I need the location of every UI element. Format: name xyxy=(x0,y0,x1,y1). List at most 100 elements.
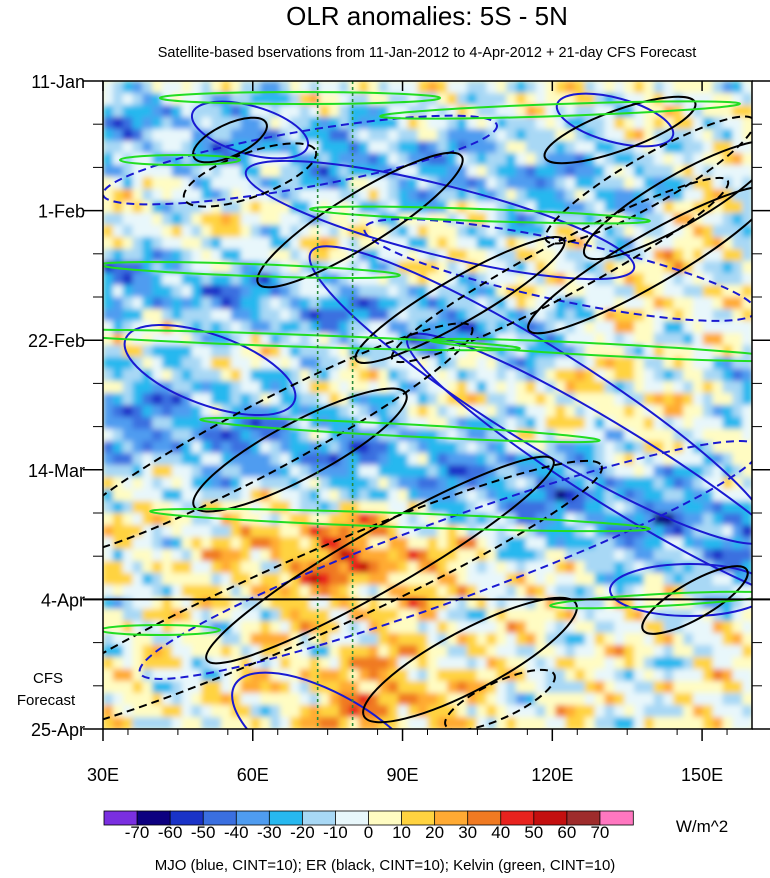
field-cell xyxy=(516,717,527,729)
field-cell xyxy=(348,645,360,658)
field-cell xyxy=(653,369,665,382)
field-cell xyxy=(289,357,301,370)
field-cell xyxy=(732,153,743,166)
field-cell xyxy=(673,273,684,286)
field-cell xyxy=(407,633,419,646)
field-cell xyxy=(496,105,507,118)
field-cell xyxy=(653,333,665,346)
field-cell xyxy=(535,633,547,646)
field-cell xyxy=(447,657,458,670)
field-cell xyxy=(329,441,340,454)
field-cell xyxy=(388,657,399,670)
field-cell xyxy=(358,213,370,226)
field-cell xyxy=(221,621,232,634)
field-cell xyxy=(112,657,124,670)
field-cell xyxy=(437,237,448,250)
field-cell xyxy=(447,369,458,382)
field-cell xyxy=(162,81,173,94)
field-cell xyxy=(545,441,557,454)
field-cell xyxy=(486,345,498,358)
field-cell xyxy=(280,117,291,130)
field-cell xyxy=(201,609,212,622)
field-cell xyxy=(378,273,389,286)
field-cell xyxy=(643,645,655,658)
field-cell xyxy=(368,177,380,190)
field-cell xyxy=(368,405,380,418)
field-cell xyxy=(427,165,439,178)
field-cell xyxy=(683,429,694,442)
field-cell xyxy=(525,681,537,694)
field-cell xyxy=(486,81,498,94)
field-cell xyxy=(221,321,232,334)
field-cell xyxy=(506,621,517,634)
field-cell xyxy=(103,573,114,586)
field-cell xyxy=(653,537,665,550)
field-cell xyxy=(339,153,350,166)
field-cell xyxy=(575,681,586,694)
field-cell xyxy=(309,501,321,514)
field-cell xyxy=(398,477,409,490)
field-cell xyxy=(240,153,252,166)
field-cell xyxy=(191,105,203,118)
field-cell xyxy=(742,117,752,130)
field-cell xyxy=(348,537,360,550)
field-cell xyxy=(398,321,409,334)
field-cell xyxy=(496,141,507,154)
field-cell xyxy=(191,681,203,694)
field-cell xyxy=(575,453,586,466)
field-cell xyxy=(181,189,193,202)
field-cell xyxy=(702,93,714,106)
filter-contour xyxy=(354,236,566,364)
field-cell xyxy=(575,441,586,454)
field-cell xyxy=(702,621,714,634)
field-cell xyxy=(516,369,527,382)
field-cell xyxy=(309,129,321,142)
field-cell xyxy=(525,645,537,658)
field-cell xyxy=(604,681,616,694)
field-cell xyxy=(535,225,547,238)
field-cell xyxy=(162,273,173,286)
field-cell xyxy=(201,141,212,154)
field-cell xyxy=(486,393,498,406)
field-cell xyxy=(693,369,704,382)
field-cell xyxy=(103,105,114,118)
field-cell xyxy=(437,681,448,694)
field-cell xyxy=(417,669,429,682)
field-cell xyxy=(693,189,704,202)
field-cell xyxy=(457,669,468,682)
field-cell xyxy=(250,621,262,634)
field-cell xyxy=(742,609,752,622)
field-cell xyxy=(240,633,252,646)
field-cell xyxy=(702,669,714,682)
field-cell xyxy=(466,81,478,94)
field-cell xyxy=(289,237,301,250)
field-cell xyxy=(299,717,311,729)
field-cell xyxy=(368,261,380,274)
field-cell xyxy=(162,393,173,406)
field-cell xyxy=(280,153,291,166)
field-cell xyxy=(565,213,576,226)
field-cell xyxy=(437,525,448,538)
field-cell xyxy=(516,537,527,550)
field-cell xyxy=(486,561,498,574)
field-cell xyxy=(673,585,684,598)
field-cell xyxy=(122,597,134,610)
field-cell xyxy=(407,693,419,706)
field-cell xyxy=(545,417,557,430)
field-cell xyxy=(673,345,684,358)
field-cell xyxy=(457,633,468,646)
field-cell xyxy=(122,141,134,154)
field-cell xyxy=(260,345,271,358)
field-cell xyxy=(319,489,330,502)
field-cell xyxy=(486,297,498,310)
field-cell xyxy=(152,189,163,202)
field-cell xyxy=(162,501,173,514)
field-cell xyxy=(535,585,547,598)
field-cell xyxy=(624,705,635,718)
field-cell xyxy=(260,717,271,729)
field-cell xyxy=(398,465,409,478)
field-cell xyxy=(466,429,478,442)
field-cell xyxy=(132,645,144,658)
field-cell xyxy=(211,297,222,310)
field-cell xyxy=(545,321,557,334)
